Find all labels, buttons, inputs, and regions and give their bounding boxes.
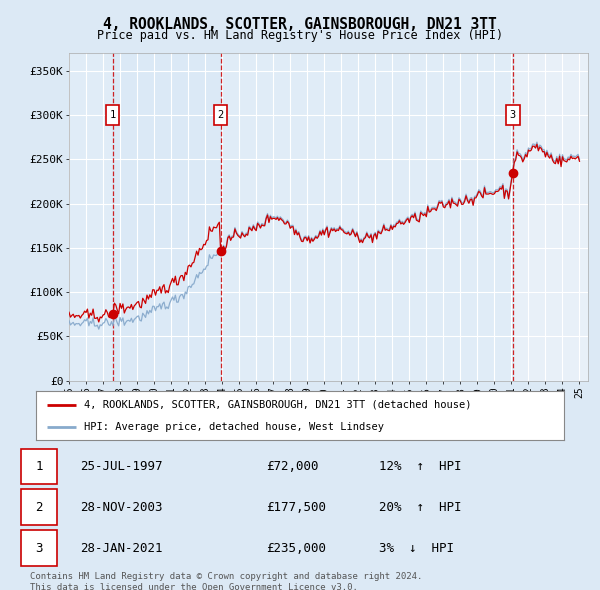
Text: £177,500: £177,500 — [266, 501, 326, 514]
FancyBboxPatch shape — [506, 105, 520, 125]
Text: £72,000: £72,000 — [266, 460, 319, 473]
FancyBboxPatch shape — [214, 105, 227, 125]
Text: 12%  ↑  HPI: 12% ↑ HPI — [379, 460, 461, 473]
Text: £235,000: £235,000 — [266, 542, 326, 555]
Bar — [69, 53, 113, 381]
Text: 3: 3 — [35, 542, 43, 555]
FancyBboxPatch shape — [106, 105, 119, 125]
Text: 28-JAN-2021: 28-JAN-2021 — [80, 542, 163, 555]
Text: 4, ROOKLANDS, SCOTTER, GAINSBOROUGH, DN21 3TT: 4, ROOKLANDS, SCOTTER, GAINSBOROUGH, DN2… — [103, 17, 497, 31]
FancyBboxPatch shape — [21, 490, 58, 525]
FancyBboxPatch shape — [21, 448, 58, 484]
Text: 3: 3 — [509, 110, 516, 120]
Text: 20%  ↑  HPI: 20% ↑ HPI — [379, 501, 461, 514]
Text: 28-NOV-2003: 28-NOV-2003 — [80, 501, 163, 514]
Text: 2: 2 — [217, 110, 224, 120]
Text: 2: 2 — [35, 501, 43, 514]
Text: 1: 1 — [109, 110, 116, 120]
Text: HPI: Average price, detached house, West Lindsey: HPI: Average price, detached house, West… — [83, 422, 383, 432]
Text: 25-JUL-1997: 25-JUL-1997 — [80, 460, 163, 473]
Bar — [113, 53, 221, 381]
Text: 3%  ↓  HPI: 3% ↓ HPI — [379, 542, 454, 555]
FancyBboxPatch shape — [21, 530, 58, 566]
Text: 1: 1 — [35, 460, 43, 473]
Bar — [221, 53, 513, 381]
Text: Price paid vs. HM Land Registry's House Price Index (HPI): Price paid vs. HM Land Registry's House … — [97, 30, 503, 42]
Text: Contains HM Land Registry data © Crown copyright and database right 2024.
This d: Contains HM Land Registry data © Crown c… — [30, 572, 422, 590]
Text: 4, ROOKLANDS, SCOTTER, GAINSBOROUGH, DN21 3TT (detached house): 4, ROOKLANDS, SCOTTER, GAINSBOROUGH, DN2… — [83, 399, 471, 409]
